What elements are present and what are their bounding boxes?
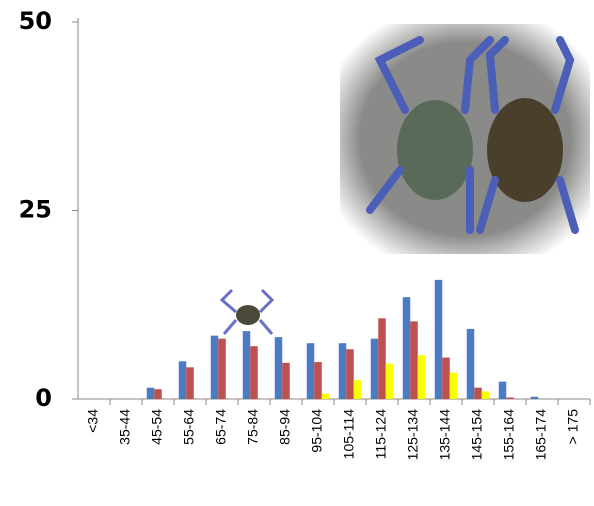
bar: [353, 380, 362, 399]
bar: [178, 361, 187, 399]
y-tick-label: 0: [35, 384, 52, 412]
bar: [498, 381, 507, 399]
bar: [306, 343, 315, 399]
bar: [466, 328, 475, 399]
x-tick-label: 45-54: [149, 409, 165, 445]
bar: [274, 337, 283, 399]
bar: [210, 335, 219, 399]
x-tick-label: 75-84: [245, 409, 261, 445]
x-tick-label: > 175: [565, 409, 581, 445]
x-tick-label: 135-144: [437, 409, 453, 461]
crab-photo: [340, 24, 590, 254]
x-tick-label: 35-44: [117, 409, 133, 445]
bar: [530, 396, 539, 399]
bar: [242, 331, 251, 399]
bar: [442, 357, 450, 399]
x-tick-label: 165-174: [533, 409, 549, 461]
x-tick-label: 85-94: [277, 409, 293, 445]
bar: [449, 372, 458, 399]
x-tick-label: <34: [85, 409, 101, 433]
bar: [146, 387, 155, 399]
bar: [370, 338, 379, 399]
bar: [186, 367, 194, 399]
bar: [385, 363, 394, 399]
x-tick-label: 55-64: [181, 409, 197, 445]
bar: [218, 338, 226, 399]
y-tick-label: 50: [19, 7, 52, 35]
x-tick-label: 65-74: [213, 409, 229, 445]
y-tick-label: 25: [19, 196, 52, 224]
bar: [321, 393, 330, 399]
bar: [314, 362, 322, 399]
bar: [417, 355, 426, 399]
bar: [506, 397, 514, 399]
bar: [338, 343, 347, 399]
x-tick-label: 105-114: [341, 409, 357, 460]
x-tick-label: 125-134: [405, 409, 421, 461]
bar: [346, 349, 354, 399]
x-tick-label: 115-124: [373, 409, 389, 460]
crab-icon: [219, 288, 275, 335]
x-tick-label: 155-164: [501, 409, 517, 461]
bar: [282, 362, 290, 399]
bar: [474, 387, 482, 399]
bar: [250, 346, 258, 399]
x-tick-label: 95-104: [309, 409, 325, 453]
bar: [481, 391, 490, 399]
bar: [434, 279, 443, 399]
x-tick-label: 145-154: [469, 409, 485, 461]
bar: [410, 321, 418, 399]
bar: [402, 297, 411, 399]
bar: [154, 389, 162, 399]
bar: [378, 318, 386, 399]
